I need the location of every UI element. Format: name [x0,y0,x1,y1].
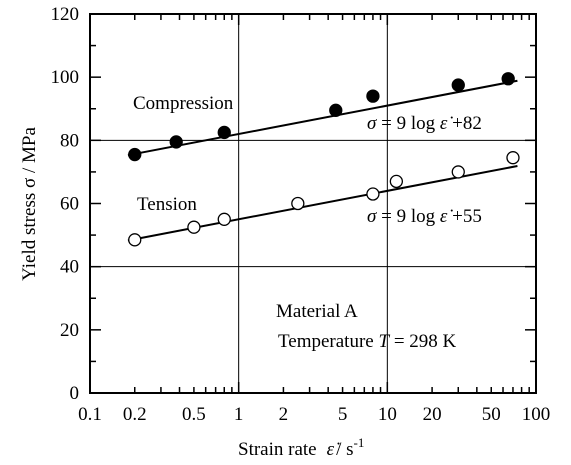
x-tick-label: 0.2 [123,404,147,425]
data-point-compression [217,125,231,140]
x-tick-labels: 0.1 0.2 0.5 1 2 5 10 20 50 100 [78,404,550,425]
x-tick-label: 2 [279,404,289,425]
fit-equation-compression: σ = 9 log ε̇ +82 [367,113,482,134]
y-tick-labels: 0 20 40 60 80 100 120 [51,4,80,404]
data-point-compression [366,89,380,103]
fit-equation-tension: σ = 9 log ε̇ +55 [367,206,482,227]
temp-symbol: T [378,331,390,352]
eq-text: = 9 log [376,113,440,134]
x-tick-label: 10 [378,404,397,425]
fit-line-compression [127,79,518,157]
data-point-compression [451,78,465,92]
data-point-compression [501,72,515,86]
data-point-compression [169,135,183,149]
x-axis-main: Strain rate [238,439,317,460]
x-axis-exp: -1 [354,435,365,450]
data-point-compression [329,103,343,117]
data-point-tension [291,196,305,211]
data-point-tension [506,151,520,165]
eq-sigma: σ [367,206,377,227]
eq-sigma: σ [367,113,377,134]
y-tick-label: 80 [60,130,79,151]
y-axis-title: Yield stress σ / MPa [19,127,40,281]
y-tick-label: 60 [60,194,79,215]
x-axis-unit: / s [336,439,353,460]
y-tick-label: 100 [51,67,80,88]
data-point-tension [389,174,404,189]
temp-suffix: = 298 K [389,331,456,352]
eq-tail: +55 [447,206,481,227]
eq-tail: +82 [447,113,481,134]
annotation-temperature: Temperature T = 298 K [278,331,457,352]
x-tick-label: 100 [522,404,551,425]
data-point-tension [217,212,231,226]
series-label-compression: Compression [133,93,234,114]
grid-lines [90,14,536,393]
plot-frame [89,13,537,394]
x-axis-title: Strain rate ε̇ / s-1 [238,435,364,460]
y-tick-label: 20 [60,320,79,341]
x-tick-label: 0.1 [78,404,102,425]
x-tick-label: 1 [234,404,244,425]
y-tick-label: 0 [70,383,80,404]
data-point-compression [128,147,142,162]
x-tick-label: 0.5 [182,404,206,425]
data-point-tension [128,233,142,247]
annotation-material: Material A [276,301,358,322]
eq-text: = 9 log [376,206,440,227]
data-points [128,72,520,247]
series-label-tension: Tension [137,194,197,215]
temp-prefix: Temperature [278,331,378,352]
x-tick-label: 50 [482,404,501,425]
y-tick-label: 40 [60,257,79,278]
data-point-tension [451,165,465,179]
data-point-tension [187,220,201,234]
data-point-tension [366,187,380,201]
x-tick-label: 5 [338,404,348,425]
y-tick-label: 120 [51,4,80,25]
x-tick-label: 20 [423,404,442,425]
